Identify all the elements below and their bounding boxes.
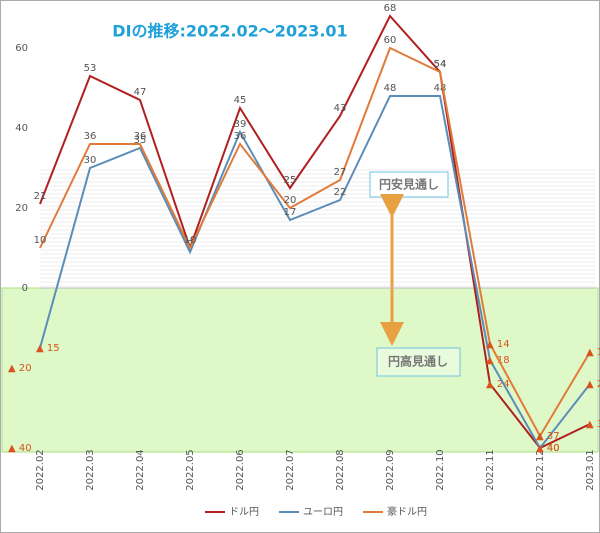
x-tick-label: 2022.05	[185, 449, 196, 490]
legend-label: ユーロ円	[303, 507, 343, 518]
data-label: 10	[34, 235, 47, 246]
data-label: ▲ 16	[586, 347, 600, 358]
x-tick-label: 2022.02	[35, 449, 46, 490]
data-label: 45	[234, 95, 247, 106]
data-label: ▲ 37	[536, 431, 560, 442]
annotation-box	[369, 171, 449, 198]
data-label: 10	[184, 235, 197, 246]
data-label: 17	[284, 207, 297, 218]
x-tick-label: 2022.03	[85, 449, 96, 490]
chart-title: DIの推移:2022.02～2023.01	[112, 22, 347, 41]
strong-yen-zone	[1, 287, 599, 453]
annotation: 円安見通し	[379, 177, 439, 192]
y-tick-label: 40	[15, 123, 28, 134]
x-tick-label: 2023.01	[585, 449, 596, 490]
data-label: ▲ 18	[486, 355, 510, 366]
y-tick-label: ▲ 40	[8, 443, 32, 454]
data-label: ▲ 34	[586, 419, 600, 430]
annotation: 円高見通し	[388, 354, 448, 369]
data-label: 53	[84, 63, 97, 74]
legend-label: ドル円	[229, 507, 259, 518]
data-label: 9	[187, 239, 193, 250]
legend-label: 豪ドル円	[387, 505, 427, 518]
x-tick-label: 2022.04	[135, 449, 146, 490]
data-label: 10	[184, 235, 197, 246]
x-tick-label: 2022.12	[535, 449, 546, 490]
x-tick-label: 2022.09	[385, 449, 396, 490]
data-label: 35	[134, 135, 147, 146]
y-tick-label: 0	[22, 283, 28, 294]
series-line	[39, 95, 591, 450]
y-tick-label: 20	[15, 203, 28, 214]
data-label: 47	[134, 87, 147, 98]
x-tick-label: 2022.11	[485, 449, 496, 490]
x-tick-label: 2022.07	[285, 449, 296, 490]
data-label: 48	[384, 83, 397, 94]
data-label: 20	[284, 195, 297, 206]
data-label: 22	[334, 187, 347, 198]
series-line	[39, 46, 591, 439]
data-label: 60	[384, 35, 397, 46]
y-tick-label: 60	[15, 43, 28, 54]
data-label: ▲ 40	[536, 443, 560, 454]
data-label: 27	[334, 167, 347, 178]
x-tick-label: 2022.08	[335, 449, 346, 490]
series-line	[39, 14, 591, 450]
data-label: ▲ 14	[486, 339, 510, 350]
data-label: 36	[84, 131, 97, 142]
annotation-box	[376, 347, 461, 377]
weak-yen-zone	[40, 168, 595, 288]
data-label: 54	[434, 59, 447, 70]
data-label: ▲ 15	[36, 343, 60, 354]
x-tick-label: 2022.10	[435, 449, 446, 490]
data-label: 36	[234, 131, 247, 142]
data-label: 68	[384, 3, 397, 14]
data-label: 48	[434, 83, 447, 94]
data-label: 39	[234, 119, 247, 130]
data-label: 30	[84, 155, 97, 166]
data-label: 36	[134, 131, 147, 142]
x-tick-label: 2022.06	[235, 449, 246, 490]
data-label: 25	[284, 175, 297, 186]
data-label: ▲ 40	[536, 443, 560, 454]
data-label: ▲ 24	[586, 379, 600, 390]
data-label: 43	[334, 103, 347, 114]
y-tick-label: ▲ 20	[8, 363, 32, 374]
data-label: 21	[34, 191, 47, 202]
data-label: 54	[434, 59, 447, 70]
data-label: ▲ 24	[486, 379, 510, 390]
